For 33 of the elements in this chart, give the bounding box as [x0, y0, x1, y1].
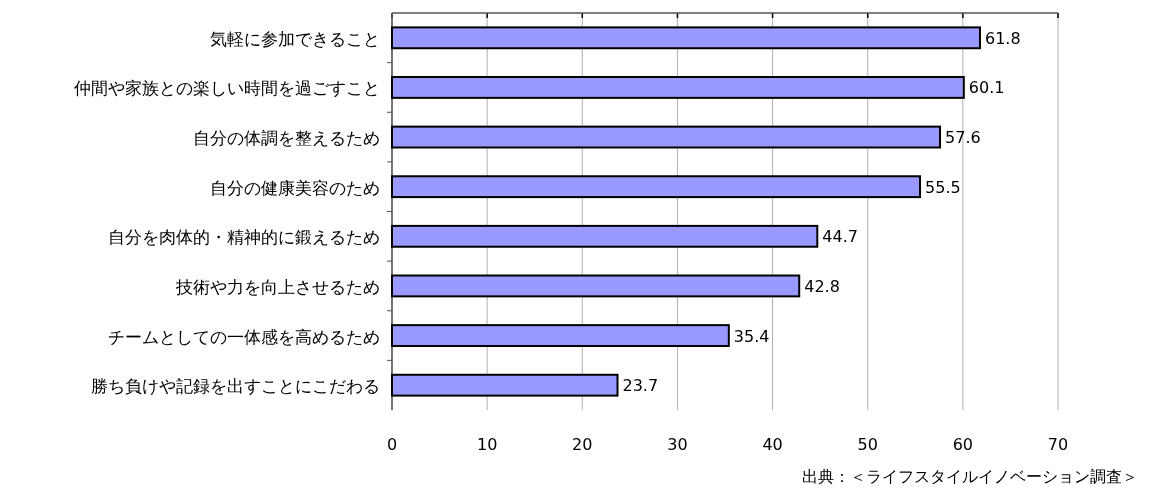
data-label: 57.6 — [945, 128, 981, 148]
y-tick-label: 気軽に参加できること — [210, 28, 380, 49]
bar — [391, 175, 922, 199]
data-label: 55.5 — [925, 177, 961, 197]
data-label: 44.7 — [822, 227, 858, 247]
y-tick-label: 自分の体調を整えるため — [193, 128, 380, 149]
y-tick-label: チームとしての一体感を高めるため — [108, 326, 380, 347]
x-tick-label: 20 — [572, 435, 593, 454]
x-tick-label: 40 — [762, 435, 783, 454]
bar — [391, 274, 801, 298]
bar — [391, 26, 981, 50]
y-tick-label: 自分の健康美容のため — [210, 177, 380, 198]
data-label: 42.8 — [804, 276, 840, 296]
data-label: 35.4 — [733, 326, 770, 346]
x-tick-label: 30 — [667, 435, 688, 454]
bar — [391, 224, 819, 248]
y-tick-label: 技術や力を向上させるため — [175, 276, 380, 297]
y-tick-label: 自分を肉体的・精神的に鍛えるため — [108, 227, 380, 248]
bar — [391, 373, 619, 397]
bar — [391, 125, 942, 149]
data-label: 23.7 — [622, 376, 659, 396]
x-tick-label: 60 — [952, 435, 974, 454]
x-tick-label: 0 — [386, 435, 398, 454]
bar — [391, 76, 965, 99]
bar — [391, 324, 730, 347]
y-tick-label: 仲間や家族との楽しい時間を過ごすこと — [74, 78, 380, 99]
x-tick-label: 50 — [857, 435, 878, 454]
x-tick-label: 10 — [476, 435, 498, 454]
x-tick-label: 70 — [1047, 435, 1069, 454]
y-tick-label: 勝ち負けや記録を出すことにこだわる — [91, 376, 380, 397]
source-note: 出典：＜ライフスタイルイノベーション調査＞ — [802, 467, 1138, 486]
data-label: 61.8 — [984, 28, 1021, 48]
data-label: 60.1 — [968, 78, 1005, 98]
